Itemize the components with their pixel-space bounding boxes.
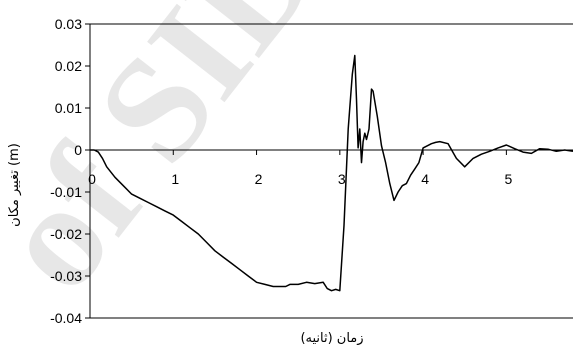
y-tick-label: -0.04 (50, 310, 82, 326)
y-tick-label: 0 (74, 142, 82, 158)
x-axis-label: زمان (ثانیه) (300, 331, 363, 345)
x-tick-label: 1 (171, 171, 179, 187)
plot-area (89, 23, 573, 319)
y-tick-label: 0.02 (55, 58, 82, 74)
y-axis-ticks: 0.03 0.02 0.01 0 -0.01 -0.02 -0.03 -0.04 (50, 16, 90, 326)
x-tick-label: 2 (255, 171, 263, 187)
x-axis-ticks: 0 1 2 3 4 5 (88, 150, 512, 187)
series-line (90, 54, 573, 292)
y-tick-label: 0.03 (55, 16, 82, 32)
x-tick-label: 5 (504, 171, 512, 187)
y-tick-label: -0.01 (50, 184, 82, 200)
y-tick-label: -0.03 (50, 268, 82, 284)
y-tick-label: -0.02 (50, 226, 82, 242)
x-tick-label: 4 (421, 171, 429, 187)
x-tick-label: 3 (338, 171, 346, 187)
x-tick-label: 0 (88, 171, 96, 187)
y-axis-label: تغییر مکان (m) (7, 143, 22, 227)
y-tick-label: 0.01 (55, 100, 82, 116)
